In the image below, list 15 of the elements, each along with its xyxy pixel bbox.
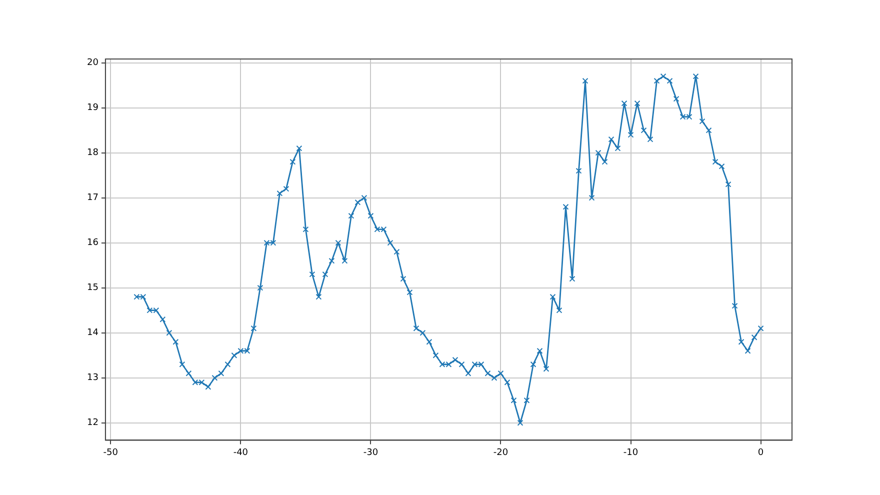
y-tick-label: 16 — [87, 238, 99, 248]
x-tick-label: -30 — [363, 448, 378, 458]
y-tick-label: 15 — [87, 283, 98, 294]
y-tick-label: 17 — [87, 193, 98, 204]
x-tick-label: 0 — [758, 448, 764, 458]
y-tick-label: 12 — [87, 418, 98, 428]
x-tick-label: -20 — [493, 448, 508, 458]
y-tick-label: 19 — [87, 103, 99, 114]
x-tick-label: -40 — [233, 448, 248, 458]
y-tick-label: 18 — [87, 148, 99, 158]
y-tick-label: 13 — [87, 373, 98, 384]
x-tick-label: -10 — [623, 448, 638, 458]
x-tick-label: -50 — [103, 448, 118, 458]
y-tick-label: 14 — [87, 328, 99, 338]
y-tick-label: 20 — [87, 58, 99, 68]
